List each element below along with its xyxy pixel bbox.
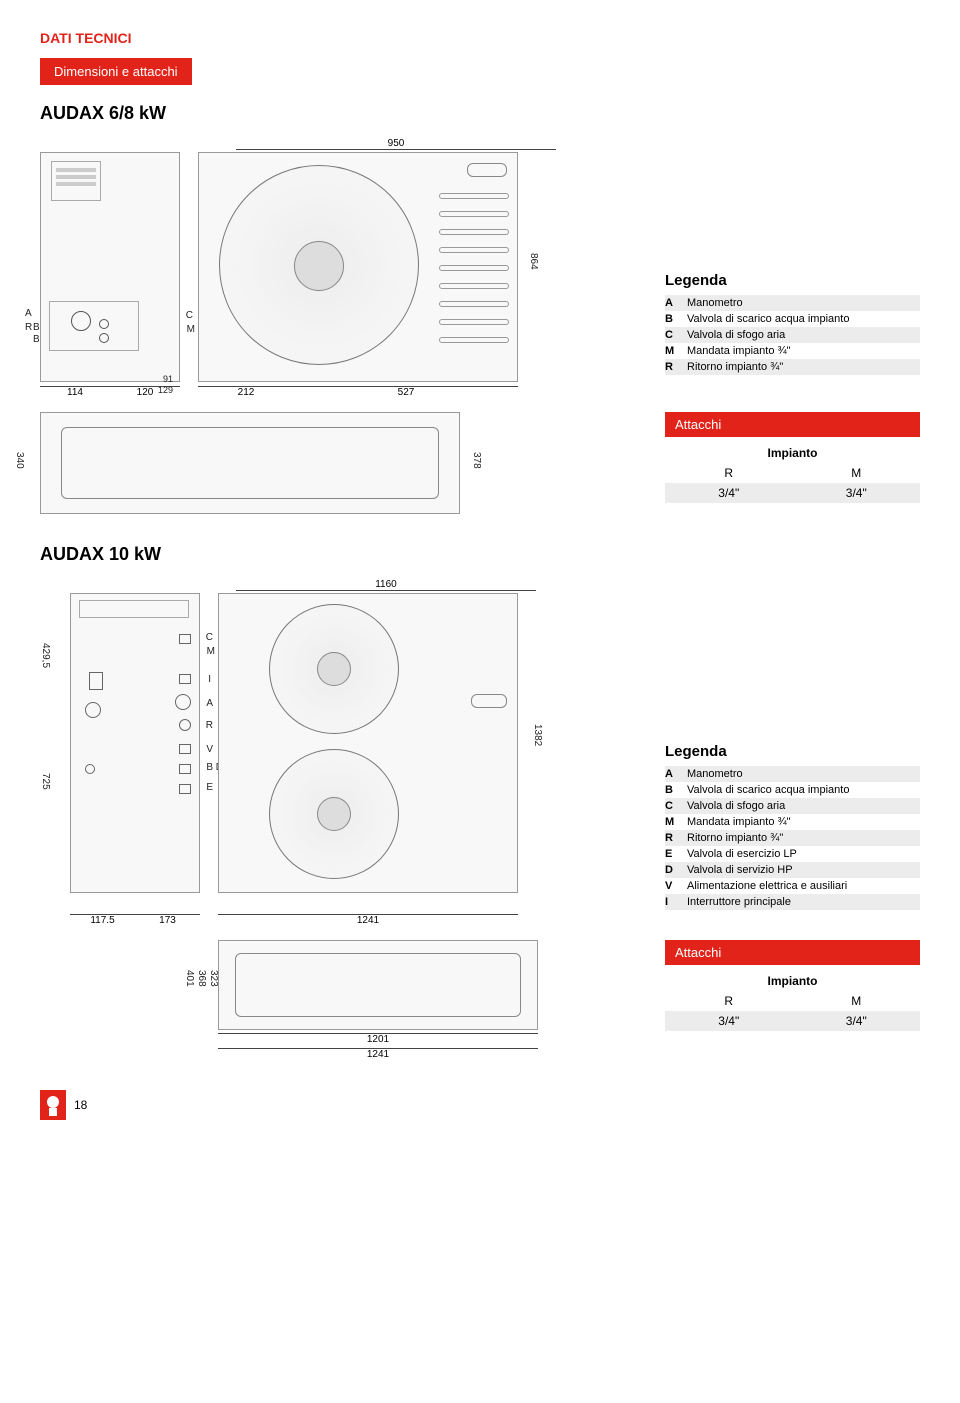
legenda-val: Ritorno impianto ¾" <box>687 361 920 373</box>
attacchi-val: 3/4" <box>665 483 793 503</box>
subsection-tag: Dimensioni e attacchi <box>40 58 192 85</box>
legenda-key: M <box>665 345 687 357</box>
dim-label: 1201 <box>218 1033 538 1045</box>
dim-378: 378 <box>471 452 482 469</box>
attacchi-val: 3/4" <box>793 1011 921 1031</box>
legenda-key: R <box>665 361 687 373</box>
model2-top-row: 401 368 323 1201 1241 Attacchi Impianto … <box>40 940 920 1060</box>
legenda-key: C <box>665 329 687 341</box>
impianto-label: Impianto <box>665 443 920 463</box>
legenda-val: Valvola di sfogo aria <box>687 329 920 341</box>
legenda-val: Interruttore principale <box>687 896 920 908</box>
dim-label: 114 <box>40 386 110 398</box>
legenda-title: Legenda <box>665 272 920 289</box>
legenda-val: Valvola di esercizio LP <box>687 848 920 860</box>
legenda-key: C <box>665 800 687 812</box>
attacchi-table: R M 3/4" 3/4" <box>665 991 920 1031</box>
side-label: A <box>206 698 213 709</box>
legenda-key: R <box>665 832 687 844</box>
attacchi-col: M <box>793 463 921 483</box>
model1-attacchi: Attacchi Impianto R M 3/4" 3/4" <box>665 412 920 503</box>
legenda-key: A <box>665 297 687 309</box>
legenda-val: Valvola di sfogo aria <box>687 800 920 812</box>
side-label: M <box>207 646 215 657</box>
section-title: DATI TECNICI <box>40 30 920 46</box>
side-label: R <box>206 720 213 731</box>
legenda-val: Mandata impianto ¾" <box>687 345 920 357</box>
model1-top-view <box>40 412 460 514</box>
dim-91: 91 <box>163 374 173 384</box>
legenda-val: Valvola di servizio HP <box>687 864 920 876</box>
legenda-key: D <box>665 864 687 876</box>
side-label: B <box>206 762 213 773</box>
dim-4295: 429,5 <box>40 643 51 668</box>
side-label-B: B <box>33 334 40 345</box>
dim-label: 950 <box>236 138 556 150</box>
legenda-val: Mandata impianto ¾" <box>687 816 920 828</box>
model2-attacchi: Attacchi Impianto R M 3/4" 3/4" <box>665 940 920 1031</box>
side-label: C <box>206 632 213 643</box>
legenda-key: I <box>665 896 687 908</box>
page-number: 18 <box>74 1098 87 1112</box>
dim-1382: 1382 <box>532 724 543 746</box>
impianto-label: Impianto <box>665 971 920 991</box>
model2-side-view: C M I A R V B D E <box>70 593 200 893</box>
model2-main-row: 429,5 725 C M I A R V B D E <box>40 593 920 910</box>
legenda-key: V <box>665 880 687 892</box>
legenda-val: Manometro <box>687 768 920 780</box>
attacchi-title: Attacchi <box>665 940 920 965</box>
model1-legenda: Legenda AManometro BValvola di scarico a… <box>665 272 920 375</box>
dim-401: 401 <box>184 970 195 987</box>
side-label-M: M <box>187 324 195 335</box>
dim-label: 1160 <box>236 579 536 591</box>
side-label: E <box>206 782 213 793</box>
footer-logo-icon <box>40 1090 66 1120</box>
dim-129: 129 <box>158 385 173 395</box>
side-label: V <box>206 744 213 755</box>
dim-label: 527 <box>294 386 518 398</box>
legenda-title: Legenda <box>665 743 920 760</box>
attacchi-val: 3/4" <box>665 1011 793 1031</box>
attacchi-val: 3/4" <box>793 483 921 503</box>
model1-front-view: 864 <box>198 152 518 382</box>
dim-label: 1241 <box>218 914 518 926</box>
legenda-key: E <box>665 848 687 860</box>
model1-top-row: 340 378 Attacchi Impianto R M 3/4" 3/4" <box>40 412 920 514</box>
side-label-A: A <box>25 308 32 319</box>
attacchi-title: Attacchi <box>665 412 920 437</box>
dim-368: 368 <box>196 970 207 987</box>
attacchi-col: M <box>793 991 921 1011</box>
legenda-key: B <box>665 784 687 796</box>
legenda-val: Ritorno impianto ¾" <box>687 832 920 844</box>
attacchi-col: R <box>665 991 793 1011</box>
legenda-key: B <box>665 313 687 325</box>
model1-main-row: A R B B C M 91 129 864 Legenda AManometr… <box>40 152 920 382</box>
side-label: I <box>208 674 211 685</box>
dim-864: 864 <box>528 253 539 270</box>
side-label-R: R <box>25 322 32 333</box>
dim-label: 117.5 <box>70 914 135 926</box>
model1-heading: AUDAX 6/8 kW <box>40 103 920 124</box>
dim-label: 173 <box>135 914 200 926</box>
dim-340: 340 <box>14 452 25 469</box>
model2-heading: AUDAX 10 kW <box>40 544 920 565</box>
side-label-B: B <box>33 322 40 333</box>
legenda-val: Manometro <box>687 297 920 309</box>
dim-725: 725 <box>40 773 51 790</box>
model2-front-view: 1382 <box>218 593 518 893</box>
attacchi-col: R <box>665 463 793 483</box>
legenda-val: Valvola di scarico acqua impianto <box>687 313 920 325</box>
legenda-val: Alimentazione elettrica e ausiliari <box>687 880 920 892</box>
legenda-key: M <box>665 816 687 828</box>
dim-label: 212 <box>198 386 294 398</box>
dim-label: 1241 <box>218 1048 538 1060</box>
legenda-key: A <box>665 768 687 780</box>
model1-side-view: A R B B C M 91 129 <box>40 152 180 382</box>
model2-top-view <box>218 940 538 1030</box>
model2-legenda: Legenda AManometro BValvola di scarico a… <box>665 743 920 910</box>
attacchi-table: R M 3/4" 3/4" <box>665 463 920 503</box>
legenda-val: Valvola di scarico acqua impianto <box>687 784 920 796</box>
side-label-C: C <box>186 310 193 321</box>
page-footer: 18 <box>40 1090 920 1120</box>
